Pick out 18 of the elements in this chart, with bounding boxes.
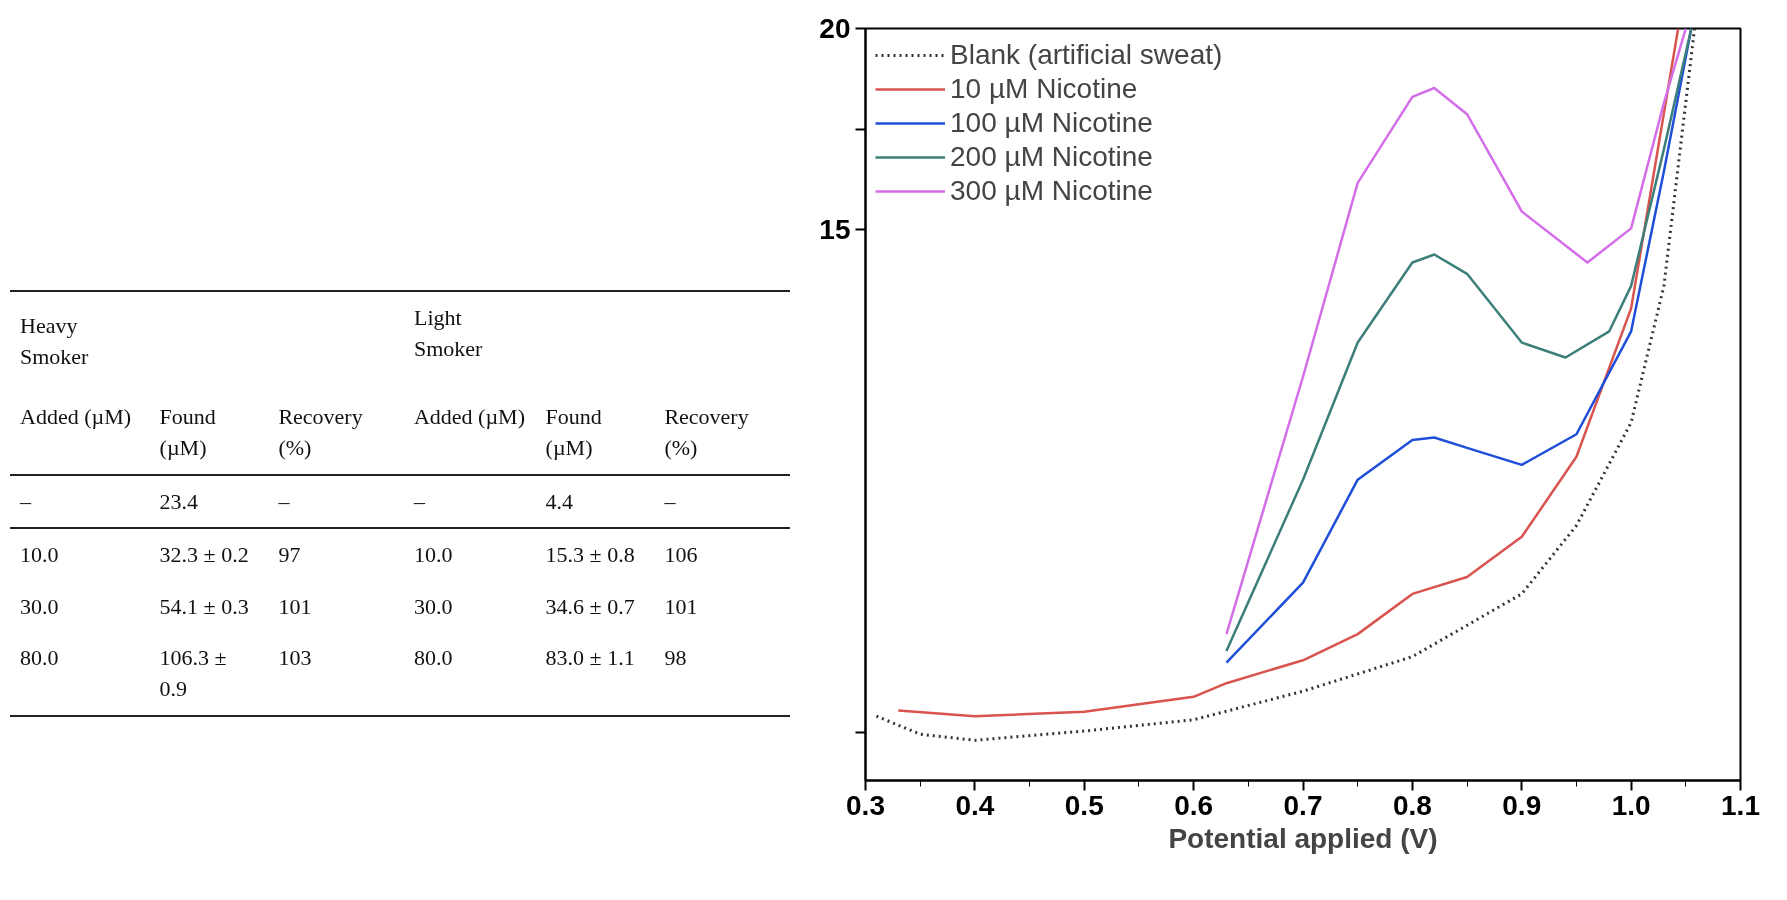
legend-label: 200 µM Nicotine bbox=[950, 140, 1153, 174]
y-tick-label: 20 bbox=[819, 13, 851, 44]
x-tick-label: 0.7 bbox=[1283, 789, 1323, 821]
legend-label: Blank (artificial sweat) bbox=[950, 38, 1223, 72]
x-tick-label: 0.9 bbox=[1502, 789, 1542, 821]
legend-label: 10 µM Nicotine bbox=[950, 72, 1138, 106]
x-tick-label: 1.0 bbox=[1611, 789, 1651, 821]
y-tick-label: 15 bbox=[819, 214, 851, 246]
picture-table-rules: Heavy Smoker Light Smoker Added (µM) Found (µM) Recovery (%) Added (µM) Found (µM) Recovery (%) – 23.4 – – 4.4 – 10.0 32.3 ± 0.2 97 10.0 15.3 ± 0.8 106 30.0 54.1 ± 0.3 101 30.0 34.6 ± 0.7 101 80.0 106.3 ± 0.9 103 80.0 83.0 ± 1.1 98 bbox=[10, 290, 790, 717]
x-tick-label: 0.8 bbox=[1392, 789, 1432, 821]
x-tick-label: 0.5 bbox=[1064, 789, 1104, 821]
x-tick-label: 0.4 bbox=[955, 789, 995, 821]
x-tick-label: 0.3 bbox=[846, 789, 885, 821]
x-tick-label: 0.6 bbox=[1174, 789, 1214, 821]
legend-label: 100 µM Nicotine bbox=[950, 106, 1153, 140]
x-axis-title: Potential applied (V) bbox=[1168, 822, 1438, 854]
x-tick-label: 1.1 bbox=[1721, 789, 1760, 821]
legend-label: 300 µM Nicotine bbox=[950, 174, 1153, 208]
